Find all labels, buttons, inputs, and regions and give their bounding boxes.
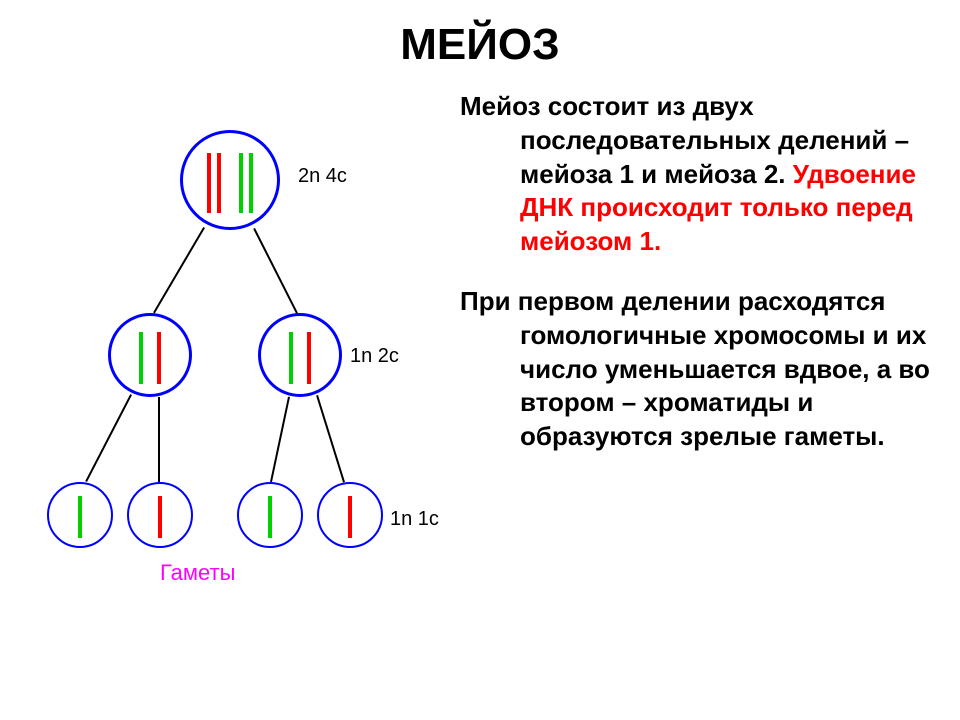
connector-line	[159, 397, 161, 482]
connector-line	[254, 228, 298, 314]
page: { "title": { "text": "МЕЙОЗ", "fontsize"…	[0, 0, 960, 720]
description-column: Мейоз состоит из двух последовательных д…	[460, 90, 950, 480]
chromosome	[249, 153, 253, 213]
chromosome	[78, 496, 82, 538]
cell-l2-1	[127, 482, 193, 548]
connector-line	[317, 395, 345, 482]
connector-line	[86, 394, 132, 482]
paragraph-0: Мейоз состоит из двух последовательных д…	[460, 90, 950, 259]
chromosome	[239, 153, 243, 213]
chromosome	[207, 153, 211, 213]
chromosome	[158, 496, 162, 538]
level-label-1: 1n 2c	[350, 345, 399, 368]
gametes-label: Гаметы	[160, 560, 235, 586]
chromosome	[289, 332, 293, 384]
chromosome	[307, 332, 311, 384]
meiosis-diagram: 2n 4c 1n 2c 1n 1c Гаметы	[20, 120, 440, 640]
cell-l2-2	[237, 482, 303, 548]
cell-l0-0	[180, 130, 280, 230]
paragraph-1: При первом делении расходятся гомологичн…	[460, 285, 950, 454]
cell-l2-3	[317, 482, 383, 548]
text-run: При первом делении расходятся гомологичн…	[460, 286, 930, 451]
connector-line	[154, 227, 205, 313]
level-label-0: 2n 4c	[298, 165, 347, 188]
chromosome	[268, 496, 272, 538]
cell-l1-1	[258, 313, 342, 397]
chromosome	[348, 496, 352, 538]
chromosome	[157, 332, 161, 384]
chromosome	[217, 153, 221, 213]
cell-l2-0	[47, 482, 113, 548]
cell-l1-0	[108, 313, 192, 397]
connector-line	[271, 397, 290, 482]
level-label-2: 1n 1c	[390, 508, 439, 531]
page-title: МЕЙОЗ	[0, 20, 960, 70]
chromosome	[139, 332, 143, 384]
